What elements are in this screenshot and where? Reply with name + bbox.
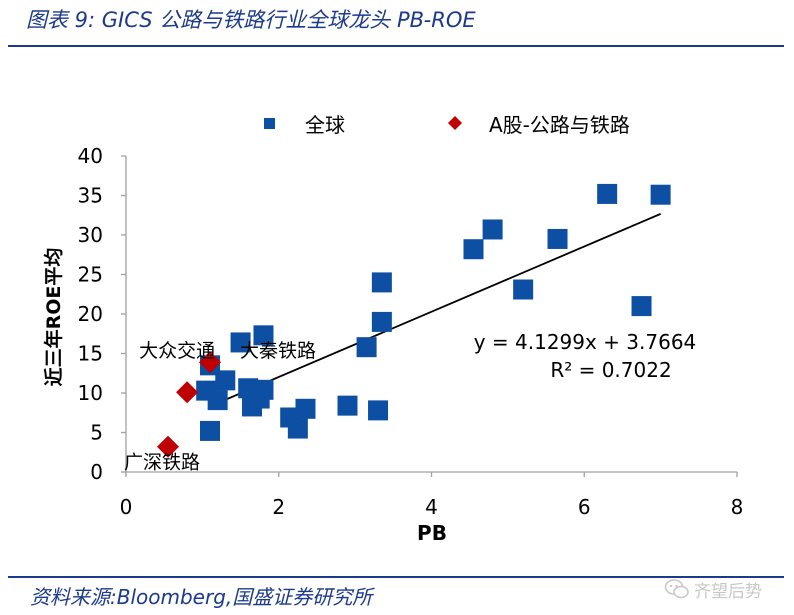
y-tick-label: 15 [78,342,103,366]
chart-axes [121,155,738,477]
data-point-a-share [157,435,180,458]
annotation-label: 大众交通 [139,340,215,362]
point-annotations: 广深铁路 大众交通 大秦铁路 [124,340,316,474]
data-point-global [650,184,671,205]
chart-figure-title: 图表 9: GICS 公路与铁路行业全球龙头 PB-ROE [26,8,476,32]
data-point-global [368,400,389,421]
legend-swatch-global [264,118,275,129]
data-point-global [482,219,503,240]
legend-swatch-a-share [448,116,462,130]
data-point-global [230,332,251,353]
data-point-global [337,395,358,416]
data-point-global [295,398,316,419]
y-tick-label: 10 [78,381,103,405]
data-point-a-share [199,351,222,374]
data-point-global [547,228,568,249]
x-tick-label: 2 [272,495,285,519]
y-tick-label: 5 [90,421,103,445]
series-global-points [196,183,671,441]
y-tick-label: 40 [78,144,103,168]
data-point-global [207,390,228,411]
data-point-global [463,239,484,260]
chart-legend: 全球 A股-公路与铁路 [264,113,630,137]
watermark: 齐望后势 [664,576,762,602]
x-tick-label: 4 [425,495,438,519]
annotation-label: 广深铁路 [124,452,200,474]
y-tick-label: 30 [78,223,103,247]
y-tick-label: 20 [78,302,103,326]
series-a-share-points [157,351,222,458]
data-point-global [513,279,534,300]
x-tick-label: 6 [578,495,591,519]
legend-label-a-share: A股-公路与铁路 [489,113,630,137]
data-point-global [631,296,652,317]
trend-r-squared: R² = 0.7022 [550,358,671,382]
y-tick-label: 0 [90,460,103,484]
annotation-label: 大秦铁路 [240,340,316,362]
data-point-global [287,418,308,439]
pb-roe-scatter-chart: 0 5 10 15 20 25 30 35 40 0 2 4 6 8 广深铁路 大众交通 大秦铁路 全球 A… [42,113,744,545]
data-point-global [200,420,221,441]
data-point-global [249,388,270,409]
data-point-global [371,272,392,293]
legend-label-global: 全球 [305,113,345,137]
trend-line [209,213,661,408]
y-tick-label: 35 [78,184,103,208]
chat-bubble-icon [664,579,689,599]
data-point-global [356,337,377,358]
header-divider [8,45,784,47]
x-tick-label: 8 [731,495,744,519]
y-tick-label: 25 [78,263,103,287]
data-point-a-share [176,381,199,404]
footer-divider [8,576,784,578]
y-tick-labels: 0 5 10 15 20 25 30 35 40 [78,144,103,484]
y-axis-label: 近三年ROE平均 [42,248,65,387]
data-point-global [215,370,236,391]
x-tick-label: 0 [120,495,133,519]
trend-equation: y = 4.1299x + 3.7664 [474,330,697,354]
data-point-global [371,311,392,332]
data-point-global [253,325,274,346]
source-note: 资料来源:Bloomberg,国盛证券研究所 [30,585,373,609]
data-point-global [597,183,618,204]
x-axis-label: PB [417,521,447,545]
x-tick-labels: 0 2 4 6 8 [120,495,744,519]
watermark-text: 齐望后势 [694,581,762,602]
